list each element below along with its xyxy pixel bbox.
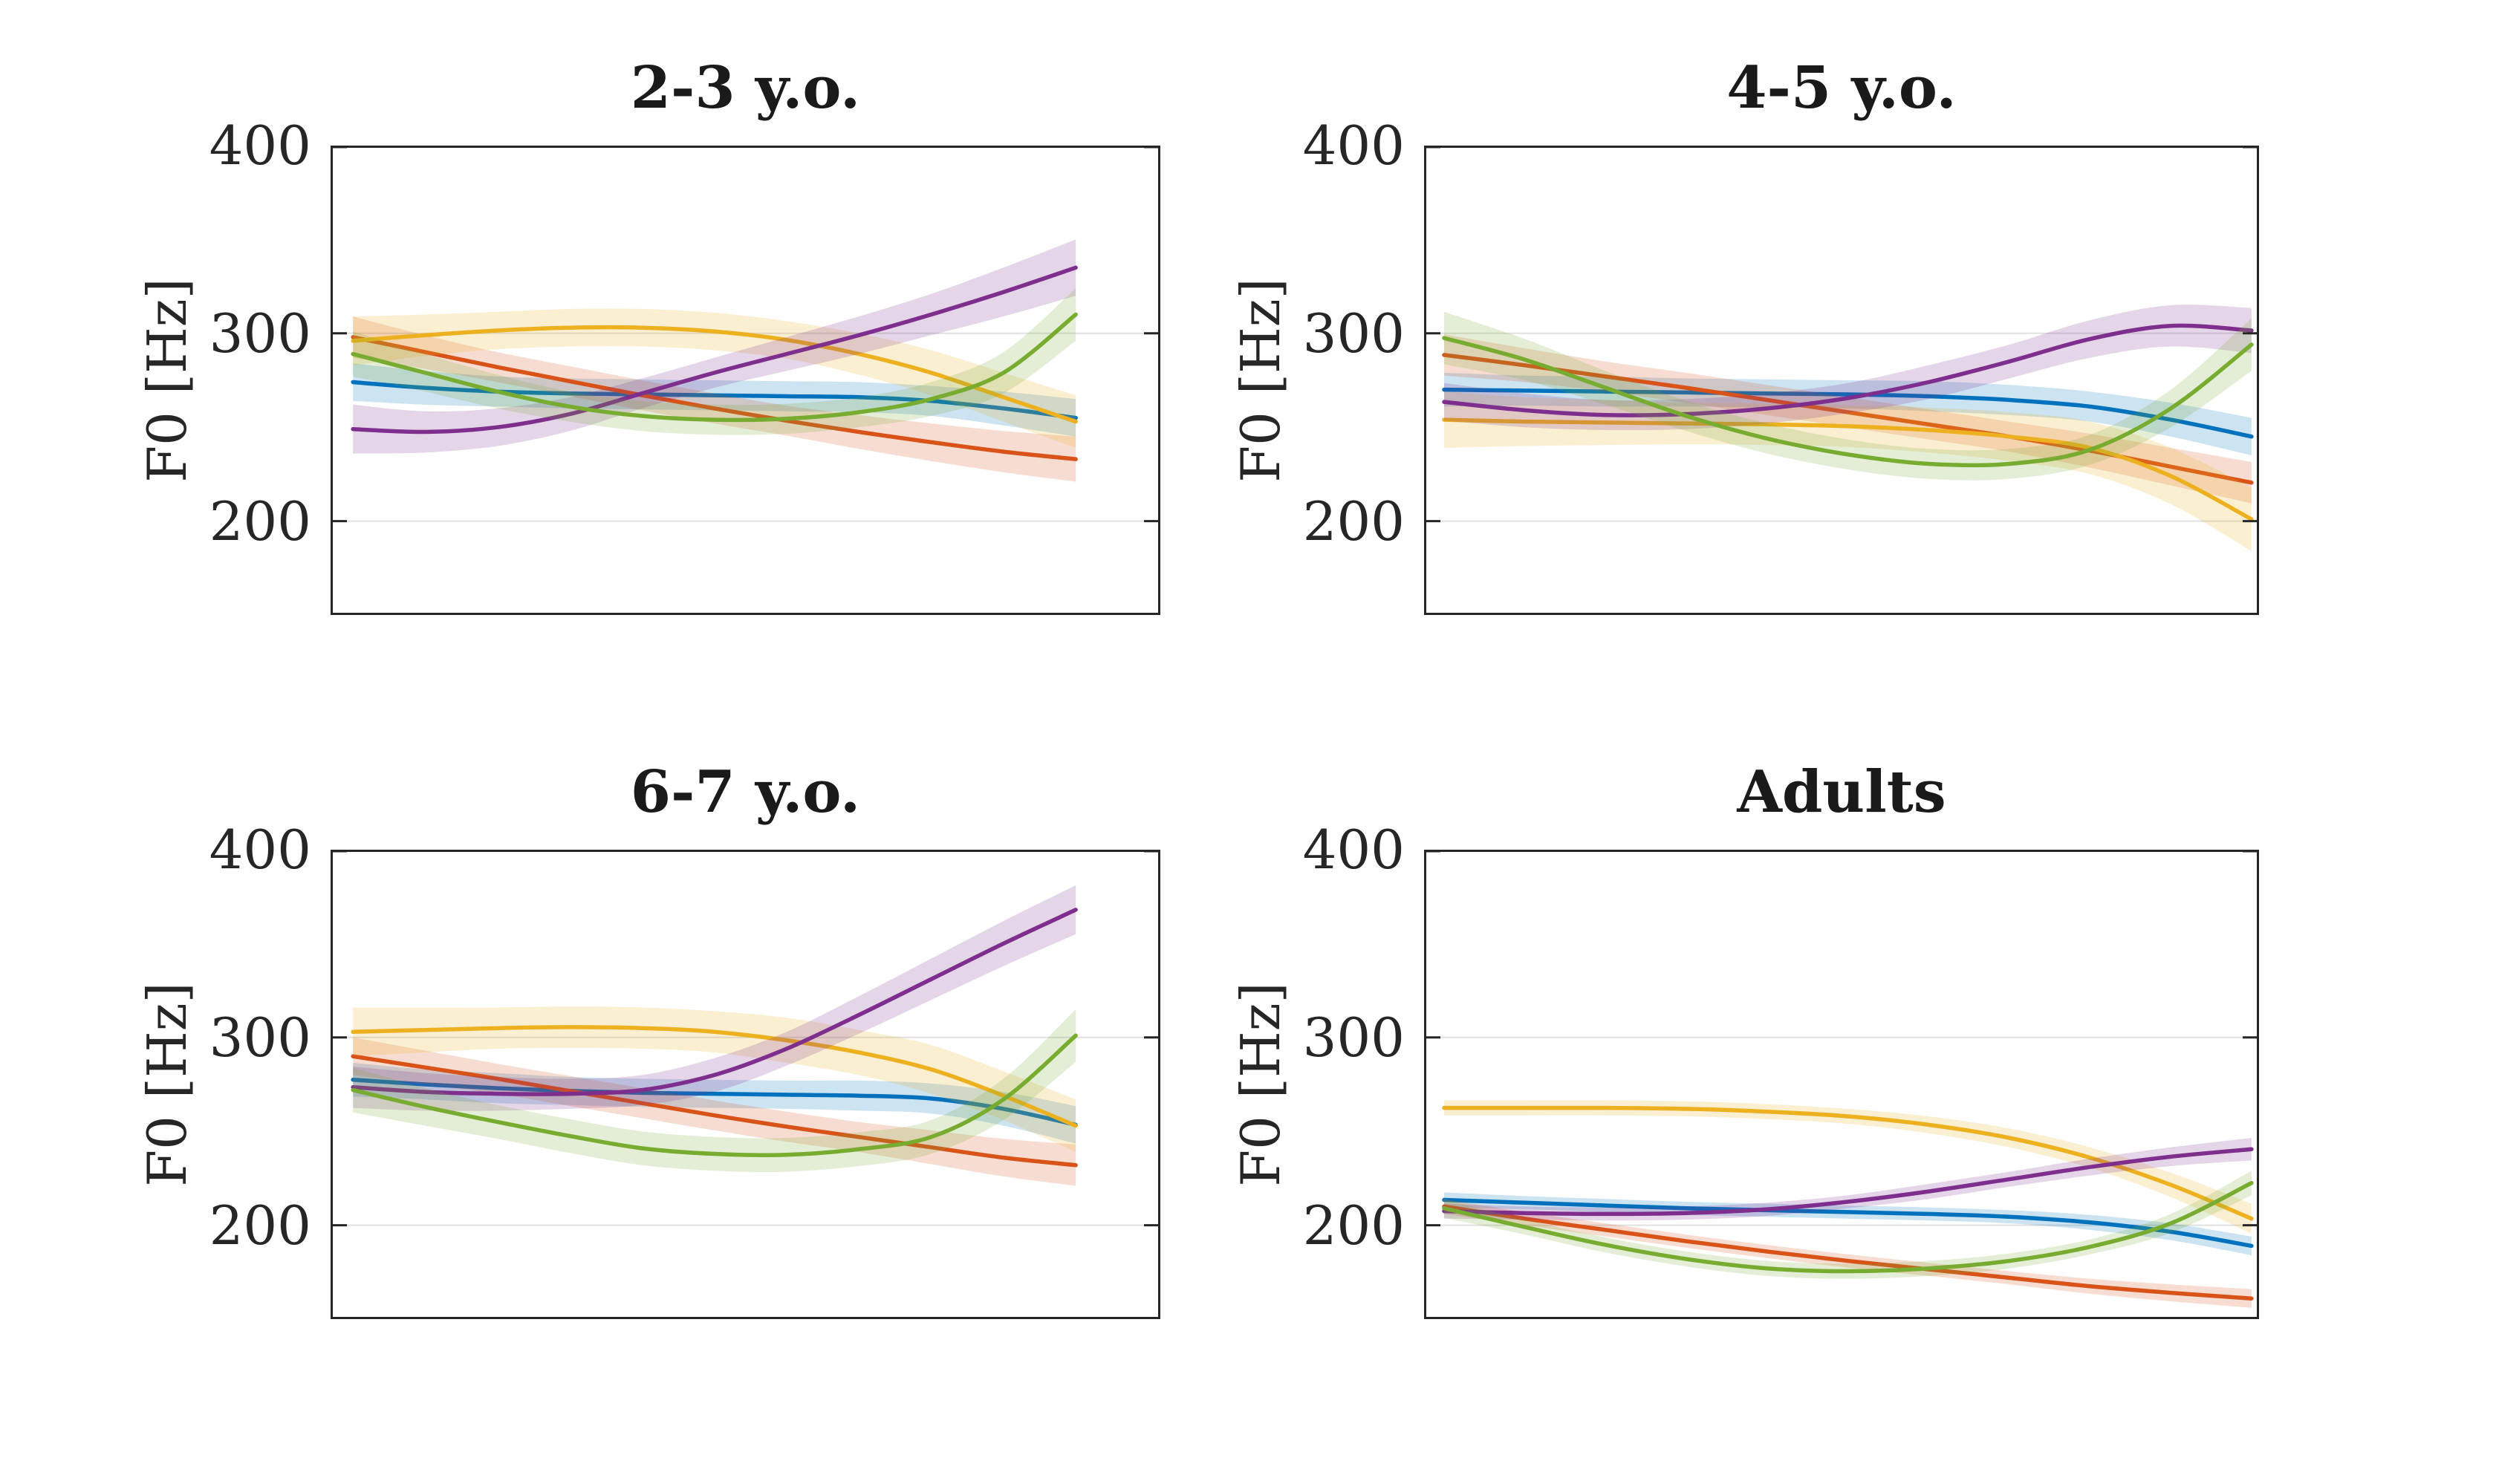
series-line-green (351, 1033, 1078, 1158)
ci-ribbon-purple (353, 885, 1076, 1111)
series-line-red-orange (351, 1054, 1078, 1168)
series-line-blue (351, 1077, 1078, 1127)
y-tick-label: 300 (209, 302, 311, 365)
y-tick-label: 400 (209, 819, 311, 881)
ci-ribbon-green (353, 1009, 1076, 1173)
ci-ribbon-yellow (353, 308, 1076, 448)
series-line-yellow (351, 1025, 1078, 1128)
panel-title: 2-3 y.o. (630, 54, 861, 122)
panel-6-7-yo: 6-7 y.o. F0 [Hz] 400 300 200 (136, 759, 1160, 1319)
ci-ribbon-blue (353, 363, 1076, 437)
ci-ribbon-red-orange (353, 1037, 1076, 1186)
y-tick-label: 200 (209, 490, 311, 553)
series-line-purple (1442, 323, 2254, 417)
y-tick-label: 200 (1302, 1194, 1405, 1257)
series-line-red-orange (351, 335, 1078, 461)
plot-area (331, 850, 1160, 1319)
y-tick-label: 400 (1302, 114, 1405, 177)
series-line-blue (1442, 387, 2254, 439)
y-tick-label: 300 (1302, 1006, 1405, 1069)
ci-ribbon-red-orange (353, 316, 1076, 482)
panel-4-5-yo: 4-5 y.o. F0 [Hz] 400 300 200 (1229, 55, 2259, 615)
panel-title: Adults (1737, 758, 1946, 826)
panel-adults: Adults F0 [Hz] 400 300 200 (1229, 759, 2259, 1319)
series-line-yellow (1442, 417, 2254, 521)
ci-ribbon-yellow (1444, 391, 2252, 551)
y-tick-label: 400 (1302, 819, 1405, 881)
y-tick-label: 200 (209, 1194, 311, 1257)
series-line-yellow (351, 325, 1078, 424)
series-line-green (1442, 336, 2254, 468)
series-line-purple (1442, 1147, 2254, 1217)
plot-area (1424, 850, 2259, 1319)
panel-title: 6-7 y.o. (630, 758, 861, 826)
panel-2-3-yo: 2-3 y.o. F0 [Hz] 400 300 200 (136, 55, 1160, 615)
series-line-blue (1442, 1197, 2254, 1249)
series-line-red-orange (1442, 1204, 2254, 1301)
ci-ribbon-green (1444, 311, 2252, 481)
y-tick-label: 300 (1302, 302, 1405, 365)
y-tick-label: 200 (1302, 490, 1405, 553)
series-line-blue (351, 380, 1078, 420)
series-line-green (1442, 1180, 2254, 1274)
ci-ribbon-yellow (353, 1006, 1076, 1152)
y-tick-label: 400 (209, 114, 311, 177)
plot-area (331, 146, 1160, 615)
ci-ribbon-red-orange (1444, 334, 2252, 504)
series-line-purple (351, 265, 1078, 435)
panel-title: 4-5 y.o. (1726, 54, 1957, 122)
y-tick-label: 300 (209, 1006, 311, 1069)
plot-area (1424, 146, 2259, 615)
series-line-green (351, 312, 1078, 423)
ci-ribbon-purple (1444, 305, 2252, 431)
series-line-purple (351, 908, 1078, 1096)
